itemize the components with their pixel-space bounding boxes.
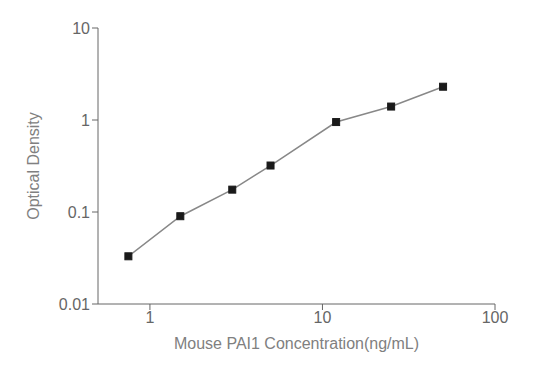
svg-text:1: 1 — [145, 309, 154, 326]
svg-text:1: 1 — [81, 112, 90, 129]
svg-text:Mouse PAI1 Concentration(ng/mL: Mouse PAI1 Concentration(ng/mL) — [174, 335, 419, 352]
svg-text:0.1: 0.1 — [68, 204, 90, 221]
svg-text:100: 100 — [482, 309, 509, 326]
svg-text:10: 10 — [314, 309, 332, 326]
svg-text:10: 10 — [72, 20, 90, 37]
svg-text:0.01: 0.01 — [59, 296, 90, 313]
svg-text:Optical Density: Optical Density — [25, 112, 42, 220]
